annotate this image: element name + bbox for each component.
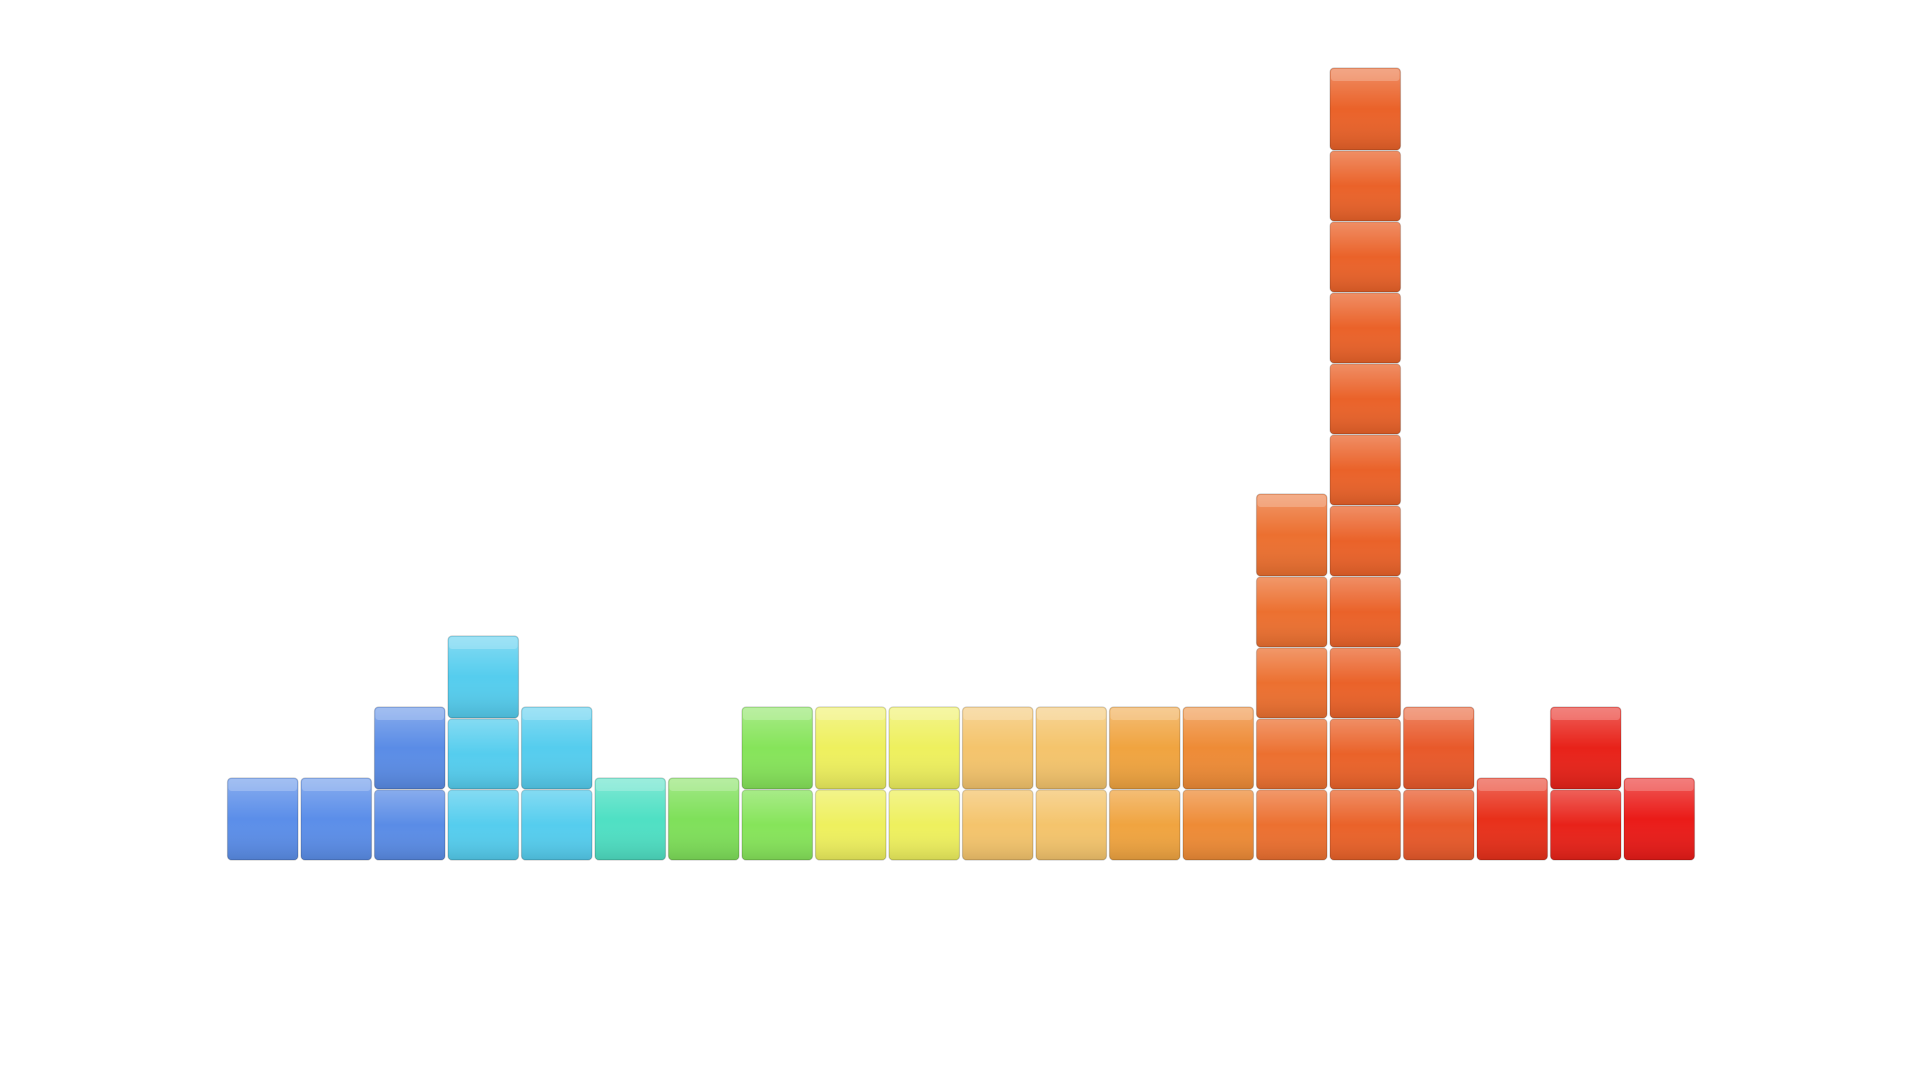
cube-shade — [1624, 778, 1695, 860]
bar — [741, 706, 814, 861]
bar — [961, 706, 1034, 861]
bar — [373, 706, 446, 861]
cube-shade — [1330, 790, 1401, 860]
cube-shade — [742, 707, 813, 789]
cube-shade — [889, 790, 960, 860]
cube-shade — [521, 707, 592, 789]
cube-shade — [374, 707, 445, 789]
cube-top — [1404, 708, 1473, 720]
bar — [447, 635, 520, 861]
bar — [1108, 706, 1181, 861]
cube-shade — [1330, 719, 1401, 789]
cube-top — [1478, 779, 1547, 791]
cube-shade — [1330, 577, 1401, 647]
cube-top — [228, 779, 297, 791]
cube-shade — [1403, 790, 1474, 860]
cube-top — [816, 708, 885, 720]
bar — [1402, 706, 1475, 861]
bar — [814, 706, 887, 861]
cube-shade — [1183, 790, 1254, 860]
bar — [1549, 706, 1622, 861]
cube-top — [1331, 69, 1400, 81]
cube-shade — [815, 790, 886, 860]
cube-shade — [1330, 222, 1401, 292]
cube-shade — [1403, 707, 1474, 789]
cube-top — [963, 708, 1032, 720]
cube-shade — [1036, 790, 1107, 860]
cube-shade — [1256, 577, 1327, 647]
cube-shade — [962, 707, 1033, 789]
cube-shade — [374, 790, 445, 860]
cube-shade — [1550, 707, 1621, 789]
cube-shade — [1256, 648, 1327, 718]
cube-top — [1625, 779, 1694, 791]
cube-shade — [521, 790, 592, 860]
cube-top — [1037, 708, 1106, 720]
bar — [1476, 777, 1549, 861]
cube-shade — [448, 636, 519, 718]
bar — [667, 777, 740, 861]
bar — [1623, 777, 1696, 861]
cube-shade — [1330, 151, 1401, 221]
cube-top — [375, 708, 444, 720]
cube-top — [890, 708, 959, 720]
cube-shade — [889, 707, 960, 789]
cube-shade — [227, 778, 298, 860]
cube-shade — [1183, 707, 1254, 789]
bar — [1035, 706, 1108, 861]
cube-shade — [1256, 790, 1327, 860]
cube-shade — [1550, 790, 1621, 860]
cube-shade — [742, 790, 813, 860]
bar — [226, 777, 299, 861]
cube-shade — [668, 778, 739, 860]
cube-shade — [1330, 293, 1401, 363]
cube-shade — [1330, 648, 1401, 718]
cube-shade — [1109, 707, 1180, 789]
bar — [1182, 706, 1255, 861]
bar — [888, 706, 961, 861]
cube-top — [1110, 708, 1179, 720]
cube-top — [1257, 495, 1326, 507]
cube-top — [1184, 708, 1253, 720]
bar — [520, 706, 593, 861]
cube-top — [596, 779, 665, 791]
cube-shade — [1036, 707, 1107, 789]
bar — [300, 777, 373, 861]
bar — [1255, 493, 1328, 861]
cube-shade — [301, 778, 372, 860]
cube-shade — [448, 790, 519, 860]
cube-shade — [1330, 435, 1401, 505]
cube-shade — [1477, 778, 1548, 860]
cube-shade — [1256, 719, 1327, 789]
cube-top — [1551, 708, 1620, 720]
cube-top — [743, 708, 812, 720]
bar — [594, 777, 667, 861]
cube-shade — [1256, 494, 1327, 576]
cube-shade — [815, 707, 886, 789]
cube-top — [449, 637, 518, 649]
cube-top — [669, 779, 738, 791]
cube-top — [522, 708, 591, 720]
cube-shade — [1330, 68, 1401, 150]
cube-shade — [1109, 790, 1180, 860]
cube-shade — [962, 790, 1033, 860]
cube-shade — [448, 719, 519, 789]
cube-shade — [1330, 506, 1401, 576]
cube-shade — [1330, 364, 1401, 434]
cube-shade — [595, 778, 666, 860]
cube-top — [302, 779, 371, 791]
bar — [1329, 67, 1402, 861]
